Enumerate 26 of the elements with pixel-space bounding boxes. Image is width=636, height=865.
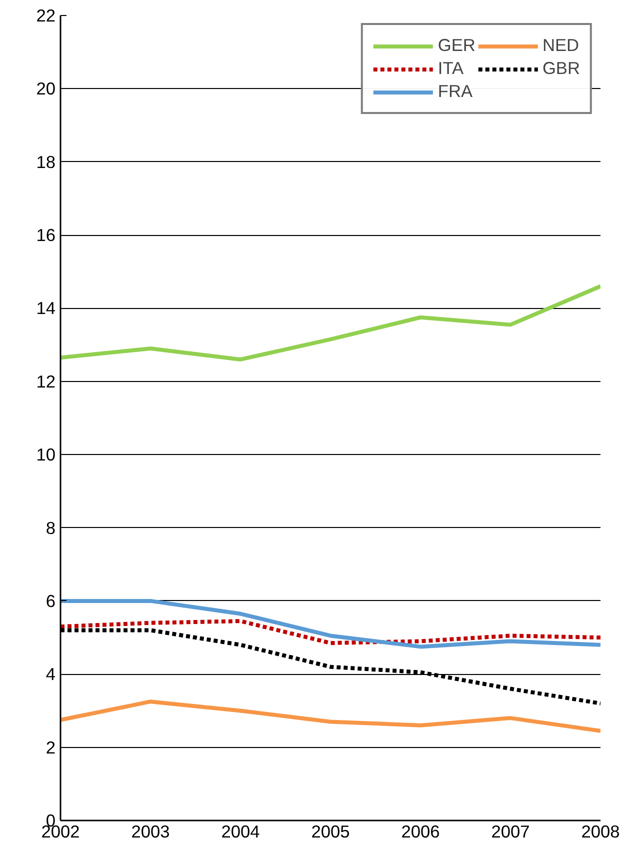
line-series: [60, 598, 600, 649]
y-tick-label: 6: [46, 590, 56, 611]
x-tick-label: 2005: [311, 822, 350, 842]
line-series: [60, 700, 600, 733]
y-tick-label: 20: [36, 78, 56, 99]
x-tick-label: 2007: [491, 822, 530, 842]
legend-label: GER: [438, 35, 476, 56]
line-series: [60, 284, 600, 362]
x-tick-label: 2008: [581, 822, 620, 842]
line-series: [60, 619, 600, 646]
legend-label: NED: [542, 35, 580, 56]
y-tick-label: 18: [36, 152, 56, 172]
x-tick-label: 2003: [131, 822, 170, 842]
y-tick-label: 14: [36, 298, 56, 318]
y-tick-label: 10: [36, 444, 56, 465]
legend-label: FRA: [438, 81, 473, 102]
legend-label: ITA: [438, 58, 464, 79]
x-tick-label: 2004: [221, 822, 260, 842]
y-tick-label: 22: [36, 6, 56, 26]
y-tick-label: 4: [46, 664, 56, 684]
x-tick-label: 2006: [401, 822, 440, 842]
y-tick-label: 12: [36, 371, 56, 392]
legend-label: GBR: [542, 58, 580, 79]
y-tick-label: 2: [46, 737, 56, 758]
y-tick-label: 8: [46, 518, 56, 538]
y-tick-label: 16: [36, 225, 56, 246]
